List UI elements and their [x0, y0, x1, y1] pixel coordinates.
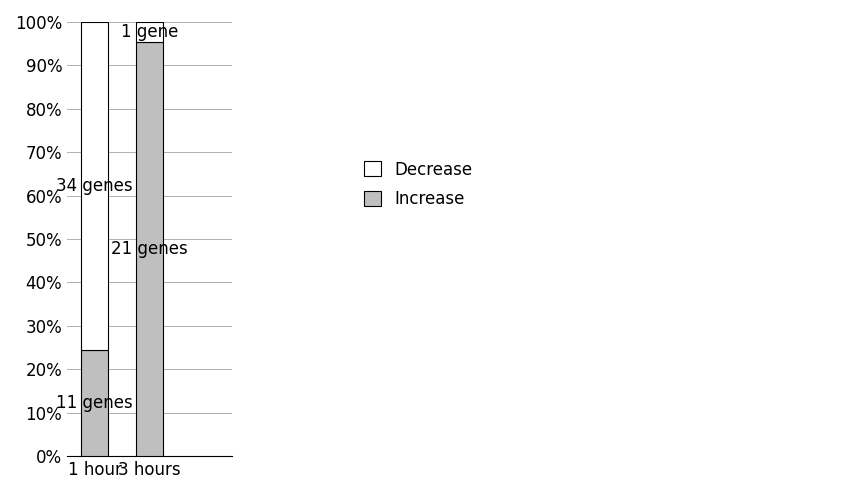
Bar — [81, 22, 108, 350]
Bar — [135, 42, 163, 456]
Legend: Decrease, Increase: Decrease, Increase — [364, 161, 472, 208]
Text: 11 genes: 11 genes — [56, 394, 133, 412]
Text: 34 genes: 34 genes — [56, 177, 133, 195]
Text: 1 gene: 1 gene — [121, 23, 178, 41]
Bar — [135, 22, 163, 42]
Text: 21 genes: 21 genes — [111, 240, 188, 258]
Bar — [81, 350, 108, 456]
